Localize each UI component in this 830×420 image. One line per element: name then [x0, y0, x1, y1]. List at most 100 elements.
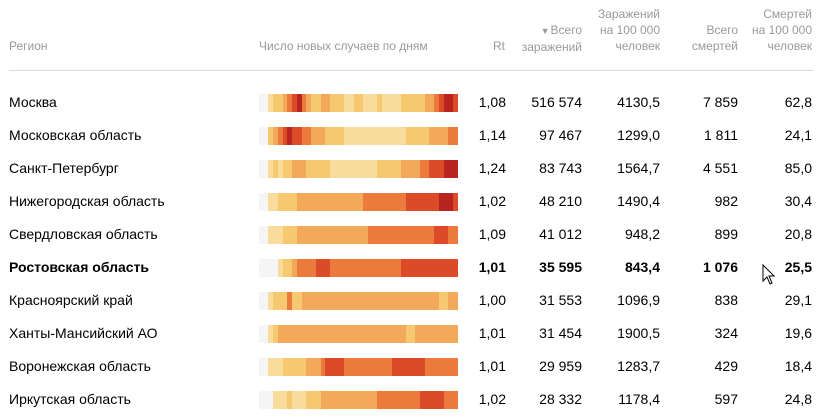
table-row[interactable]: Нижегородская область 1,02 48 210 1490,4 982… — [0, 185, 830, 218]
heatmap-day-cell — [273, 259, 278, 277]
daily-cases-heatmap[interactable] — [259, 94, 458, 112]
heatmap-day-cell — [353, 259, 359, 277]
heatmap-day-cell — [330, 259, 335, 277]
heatmap-day-cell — [377, 292, 383, 310]
heatmap-day-cell — [306, 391, 312, 409]
heatmap-day-cell — [296, 160, 302, 178]
heatmap-day-cell — [296, 127, 302, 145]
heatmap-day-cell — [453, 391, 458, 409]
heatmap-day-cell — [282, 358, 288, 376]
heatmap-day-cell — [443, 127, 449, 145]
heatmap-day-cell — [277, 226, 283, 244]
daily-cases-heatmap[interactable] — [259, 259, 458, 277]
cell-deaths-per-100k: 62,8 — [784, 94, 812, 110]
cell-total-deaths: 597 — [714, 391, 738, 407]
heatmap-day-cell — [344, 193, 349, 211]
header-divider — [9, 70, 813, 71]
heatmap-day-cell — [301, 391, 307, 409]
heatmap-day-cell — [419, 127, 425, 145]
heatmap-day-cell — [424, 160, 430, 178]
heatmap-day-cell — [287, 94, 293, 112]
cell-deaths-per-100k: 18,4 — [784, 358, 812, 374]
heatmap-day-cell — [277, 193, 283, 211]
table-row[interactable]: Иркутская область 1,02 28 332 1178,4 597 24,8 — [0, 383, 830, 416]
heatmap-day-cell — [287, 127, 293, 145]
heatmap-day-cell — [429, 160, 435, 178]
heatmap-day-cell — [386, 292, 392, 310]
heatmap-day-cell — [367, 94, 373, 112]
heatmap-day-cell — [448, 325, 454, 343]
cell-rt: 1,02 — [478, 391, 506, 407]
daily-cases-heatmap[interactable] — [259, 127, 458, 145]
table-row[interactable]: Свердловская область 1,09 41 012 948,2 899 20… — [0, 218, 830, 251]
heatmap-day-cell — [296, 226, 302, 244]
heatmap-day-cell — [391, 193, 397, 211]
heatmap-day-cell — [405, 325, 411, 343]
cell-total-deaths: 899 — [714, 226, 738, 242]
cell-total-cases: 31 553 — [539, 292, 582, 308]
heatmap-day-cell — [287, 160, 293, 178]
table-row[interactable]: Ростовская область 1,01 35 595 843,4 1 076 25… — [0, 251, 830, 284]
heatmap-day-cell — [443, 358, 449, 376]
header-total-deaths[interactable]: Всего смертей — [691, 23, 738, 53]
header-total-cases[interactable]: ▼Всего заражений — [521, 23, 582, 54]
heatmap-day-cell — [405, 358, 411, 376]
heatmap-day-cell — [453, 127, 458, 145]
header-deaths-per-100k[interactable]: Смертей на 100 000 человек — [751, 7, 812, 53]
table-row[interactable]: Санкт-Петербург 1,24 83 743 1564,7 4 551 85,0 — [0, 152, 830, 185]
heatmap-day-cell — [344, 292, 349, 310]
heatmap-day-cell — [320, 391, 326, 409]
heatmap-day-cell — [419, 226, 425, 244]
daily-cases-heatmap[interactable] — [259, 160, 458, 178]
heatmap-day-cell — [348, 358, 354, 376]
cell-cases-per-100k: 1900,5 — [617, 325, 660, 341]
heatmap-day-cell — [429, 391, 435, 409]
daily-cases-heatmap[interactable] — [259, 358, 458, 376]
table-row[interactable]: Московская область 1,14 97 467 1299,0 1 811 2… — [0, 119, 830, 152]
daily-cases-heatmap[interactable] — [259, 193, 458, 211]
header-rt[interactable]: Rt — [493, 39, 505, 53]
heatmap-day-cell — [301, 160, 307, 178]
daily-cases-heatmap[interactable] — [259, 226, 458, 244]
heatmap-day-cell — [296, 391, 302, 409]
table-row[interactable]: Ханты-Мансийский АО 1,01 31 454 1900,5 324 19… — [0, 317, 830, 350]
heatmap-day-cell — [282, 391, 288, 409]
heatmap-day-cell — [386, 127, 392, 145]
heatmap-day-cell — [292, 193, 297, 211]
heatmap-day-cell — [372, 193, 378, 211]
heatmap-day-cell — [339, 391, 345, 409]
header-daily-cases[interactable]: Число новых случаев по дням — [259, 39, 428, 53]
heatmap-day-cell — [358, 193, 364, 211]
cell-total-deaths: 7 859 — [702, 94, 738, 110]
heatmap-day-cell — [419, 193, 425, 211]
table-row[interactable]: Красноярский край 1,00 31 553 1096,9 838 29,1 — [0, 284, 830, 317]
daily-cases-heatmap[interactable] — [259, 292, 458, 310]
heatmap-day-cell — [405, 160, 411, 178]
table-header: Регион Число новых случаев по дням Rt ▼В… — [0, 0, 830, 64]
header-cases-per-100k[interactable]: Заражений на 100 000 человек — [597, 7, 660, 53]
heatmap-day-cell — [339, 193, 345, 211]
cell-region: Воронежская область — [9, 358, 151, 374]
heatmap-day-cell — [292, 358, 297, 376]
heatmap-day-cell — [410, 358, 416, 376]
heatmap-day-cell — [339, 358, 345, 376]
heatmap-day-cell — [311, 259, 316, 277]
heatmap-day-cell — [348, 325, 354, 343]
heatmap-day-cell — [287, 292, 293, 310]
heatmap-day-cell — [277, 127, 283, 145]
table-row[interactable]: Воронежская область 1,01 29 959 1283,7 429 18… — [0, 350, 830, 383]
heatmap-day-cell — [405, 193, 411, 211]
cell-cases-per-100k: 4130,5 — [617, 94, 660, 110]
cell-rt: 1,14 — [478, 127, 506, 143]
heatmap-day-cell — [438, 193, 444, 211]
heatmap-day-cell — [358, 160, 364, 178]
heatmap-day-cell — [301, 358, 307, 376]
daily-cases-heatmap[interactable] — [259, 391, 458, 409]
heatmap-day-cell — [382, 358, 387, 376]
table-row[interactable]: Москва 1,08 516 574 4130,5 7 859 62,8 — [0, 86, 830, 119]
heatmap-day-cell — [353, 325, 359, 343]
daily-cases-heatmap[interactable] — [259, 325, 458, 343]
heatmap-day-cell — [315, 259, 321, 277]
heatmap-day-cell — [339, 160, 345, 178]
header-region[interactable]: Регион — [9, 39, 48, 53]
